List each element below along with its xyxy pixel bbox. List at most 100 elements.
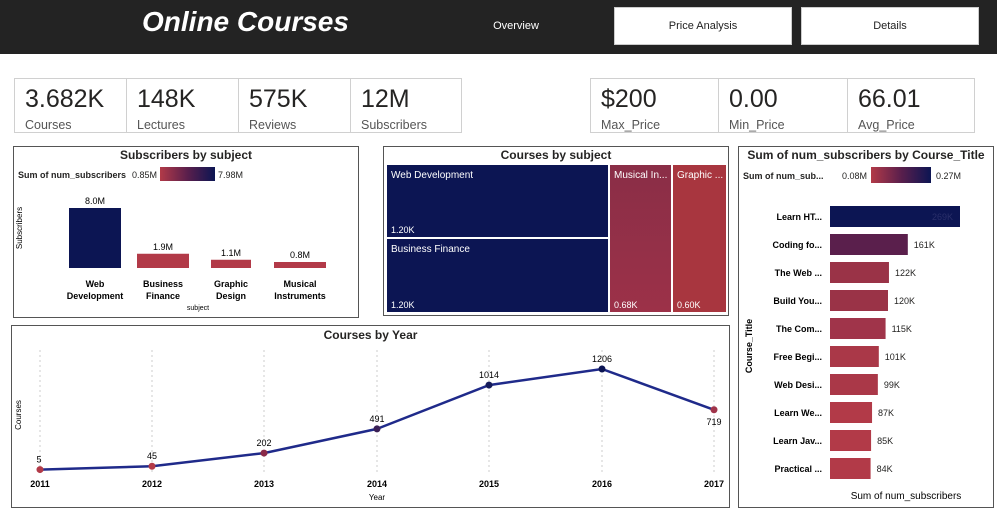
treemap-tile-label: Musical In... xyxy=(614,170,668,181)
legend-gradient xyxy=(871,167,931,183)
bar xyxy=(137,253,189,268)
treemap-tile[interactable]: Musical In... 0.68K xyxy=(610,165,671,312)
data-label: 101K xyxy=(885,352,906,362)
kpi-value: 12M xyxy=(361,85,410,113)
data-point xyxy=(710,406,718,414)
treemap-tile-label: Graphic ... xyxy=(677,170,724,181)
bar xyxy=(830,430,872,451)
kpi-value: 148K xyxy=(137,85,196,113)
data-label: 45 xyxy=(147,451,157,461)
data-label: 84K xyxy=(877,464,893,474)
tick-label: Web xyxy=(86,279,105,289)
tick-label: Development xyxy=(67,291,124,301)
nav-details-button[interactable]: Details xyxy=(801,7,979,45)
nav-price-analysis-button[interactable]: Price Analysis xyxy=(614,7,792,45)
bar xyxy=(830,402,873,423)
kpi-label: Lectures xyxy=(137,118,185,132)
bar xyxy=(830,206,960,227)
nav-overview-button[interactable]: Overview xyxy=(462,8,570,44)
data-point xyxy=(598,365,606,373)
kpi-reviews: 575K Reviews xyxy=(239,79,351,132)
treemap-tile[interactable]: Web Development 1.20K xyxy=(387,165,608,237)
data-point xyxy=(36,466,44,474)
legend-label: Sum of num_subscribers xyxy=(18,170,127,180)
data-label: 99K xyxy=(884,380,900,390)
data-label: 5 xyxy=(36,455,41,465)
tick-label: Design xyxy=(216,291,246,301)
kpi-avg-price: 66.01 Avg_Price xyxy=(848,79,976,132)
treemap-tile-label: Business Finance xyxy=(391,244,470,255)
data-point xyxy=(373,425,381,433)
data-point xyxy=(148,462,156,470)
tick-label: 2016 xyxy=(592,479,612,489)
tick-label: Instruments xyxy=(274,291,326,301)
tick-label: Business xyxy=(143,279,183,289)
tick-label: Learn Jav... xyxy=(773,436,822,446)
treemap-tile-label: Web Development xyxy=(391,170,474,181)
data-label: 202 xyxy=(256,438,271,448)
kpi-label: Min_Price xyxy=(729,118,785,132)
kpi-card-group-right: $200 Max_Price 0.00 Min_Price 66.01 Avg_… xyxy=(590,78,975,133)
legend-gradient xyxy=(160,167,215,181)
kpi-label: Reviews xyxy=(249,118,297,132)
treemap-tile-value: 0.68K xyxy=(614,300,638,310)
legend-label: Sum of num_sub... xyxy=(743,171,824,181)
subscribers-by-title-chart: Course_Title Learn HT... 269K Coding fo... 1… xyxy=(744,206,962,502)
kpi-min-price: 0.00 Min_Price xyxy=(719,79,848,132)
kpi-label: Subscribers xyxy=(361,118,427,132)
data-label: 719 xyxy=(706,417,721,427)
data-point xyxy=(260,449,268,457)
courses-by-year-title: Courses by Year xyxy=(323,328,418,342)
tick-label: 2014 xyxy=(367,479,387,489)
data-point xyxy=(485,381,493,389)
data-label: 1206 xyxy=(592,354,612,364)
tick-label: 2017 xyxy=(704,479,724,489)
kpi-card-group-left: 3.682K Courses 148K Lectures 575K Review… xyxy=(14,78,462,133)
kpi-subscribers: 12M Subscribers xyxy=(351,79,463,132)
subscribers-by-subject-title: Subscribers by subject xyxy=(119,148,253,162)
tick-label: Free Begi... xyxy=(773,352,822,362)
data-label: 122K xyxy=(895,268,916,278)
data-label: 8.0M xyxy=(85,196,105,206)
tick-label: Graphic xyxy=(214,279,248,289)
kpi-value: $200 xyxy=(601,85,657,113)
legend-min: 0.08M xyxy=(842,171,868,181)
data-label: 491 xyxy=(369,414,384,424)
bar xyxy=(274,262,326,268)
kpi-lectures: 148K Lectures xyxy=(127,79,239,132)
kpi-value: 575K xyxy=(249,85,308,113)
tick-label: Web Desi... xyxy=(774,380,822,390)
x-axis-label: Year xyxy=(369,493,386,502)
bar xyxy=(830,234,908,255)
data-label: 269K xyxy=(932,212,953,222)
bar xyxy=(69,208,121,268)
tick-label: Build You... xyxy=(773,296,822,306)
bar xyxy=(830,318,886,339)
tick-label: 2015 xyxy=(479,479,499,489)
treemap-tile[interactable]: Business Finance 1.20K xyxy=(387,239,608,312)
subscribers-by-title-title: Sum of num_subscribers by Course_Title xyxy=(747,148,985,162)
bar xyxy=(830,346,879,367)
courses-by-year-chart: Courses 5 2011 45 2012 202 2013 491 2014 1014 2015… xyxy=(14,350,724,502)
kpi-label: Avg_Price xyxy=(858,118,915,132)
bar xyxy=(830,262,889,283)
bar xyxy=(830,458,871,479)
y-axis-label: Course_Title xyxy=(744,319,754,373)
tick-label: The Com... xyxy=(776,324,822,334)
app-title: Online Courses xyxy=(142,6,349,37)
treemap-tile-value: 0.60K xyxy=(677,300,701,310)
legend-max: 0.27M xyxy=(936,171,962,181)
courses-by-year-panel xyxy=(11,325,730,508)
tick-label: 2012 xyxy=(142,479,162,489)
tick-label: Finance xyxy=(146,291,180,301)
y-axis-label: Courses xyxy=(14,400,23,430)
treemap-tile[interactable]: Graphic ... 0.60K xyxy=(673,165,726,312)
kpi-max-price: $200 Max_Price xyxy=(591,79,719,132)
kpi-courses: 3.682K Courses xyxy=(15,79,127,132)
x-axis-label: subject xyxy=(187,305,209,312)
x-axis-label: Sum of num_subscribers xyxy=(851,491,962,502)
subscribers-by-subject-chart: Subscribers 8.0M Web Development 1.9M Busines… xyxy=(15,196,326,312)
courses-by-subject-title: Courses by subject xyxy=(500,148,612,162)
data-label: 120K xyxy=(894,296,915,306)
tick-label: 2013 xyxy=(254,479,274,489)
